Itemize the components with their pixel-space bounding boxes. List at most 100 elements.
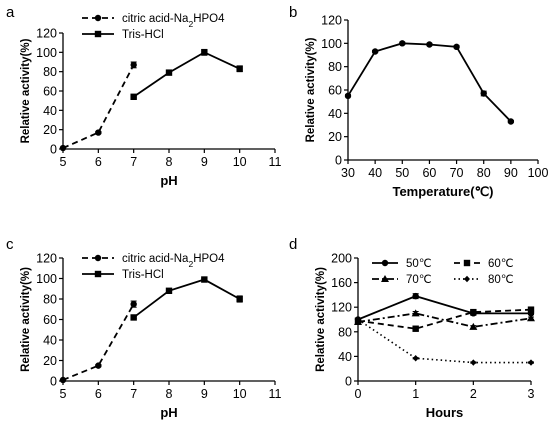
data-point: [453, 43, 460, 51]
x-tick-label: 5: [60, 155, 67, 169]
y-tick-label: 80: [338, 325, 352, 339]
x-tick-label: 40: [368, 166, 382, 180]
x-tick-label: 30: [341, 166, 355, 180]
data-point: [507, 118, 515, 125]
y-tick-label: 100: [321, 37, 342, 51]
data-point: [426, 41, 433, 48]
y-axis-title: Relative activity(%): [315, 267, 327, 372]
series-line-0: [62, 64, 135, 149]
series-line-0: [357, 295, 531, 321]
data-point: [470, 359, 477, 366]
y-tick-label: 120: [36, 27, 57, 41]
y-tick-label: 0: [50, 143, 57, 157]
data-point: [412, 292, 419, 300]
legend-marker: [381, 275, 389, 282]
data-point: [201, 49, 208, 56]
x-tick-label: 3: [528, 387, 535, 401]
data-point: [236, 65, 243, 72]
y-tick-label: 60: [43, 85, 57, 99]
data-point: [59, 144, 67, 152]
x-tick-label: 6: [95, 387, 102, 401]
y-tick-label: 120: [321, 14, 342, 28]
data-point: [59, 376, 67, 384]
data-point: [201, 276, 208, 283]
x-tick-label: 1: [412, 387, 419, 401]
series-line-0: [347, 42, 512, 123]
x-tick-label: 7: [130, 155, 137, 169]
y-tick-label: 0: [50, 375, 57, 389]
y-tick-label: 120: [36, 252, 57, 266]
data-point: [165, 287, 173, 294]
data-point: [130, 61, 137, 69]
y-tick-label: 160: [331, 276, 352, 290]
data-point: [355, 316, 361, 323]
y-tick-label: 0: [335, 154, 342, 168]
x-tick-label: 100: [528, 166, 549, 180]
data-point: [399, 40, 406, 47]
legend-label: citric acid-Na2HPO4: [122, 13, 225, 29]
data-point: [165, 69, 173, 76]
series-line-1: [133, 51, 241, 98]
y-tick-label: 40: [43, 104, 57, 118]
data-point: [528, 359, 534, 366]
x-tick-label: 10: [233, 387, 247, 401]
chart-panel-a: 0 20 40 60 80 100 120 5 6 7 8 9 10 11 pH Relative activ…: [20, 13, 282, 188]
legend-marker: [381, 259, 389, 267]
legend-marker: [94, 254, 102, 262]
legend-marker: [94, 30, 102, 38]
data-point: [480, 90, 487, 97]
x-tick-label: 0: [355, 387, 362, 401]
data-point: [344, 92, 352, 100]
data-point: [95, 129, 102, 136]
y-tick-label: 120: [331, 301, 352, 315]
y-tick-label: 100: [36, 46, 57, 60]
legend-marker: [464, 275, 470, 283]
x-tick-label: 10: [233, 155, 247, 169]
panel-letter-c: c: [6, 236, 14, 253]
data-point: [412, 355, 419, 362]
legend-marker: [94, 14, 102, 22]
x-tick-label: 80: [477, 166, 491, 180]
data-point: [95, 362, 102, 369]
legend-label: 50℃: [406, 258, 432, 270]
x-tick-label: 9: [201, 387, 208, 401]
panel-letter-d: d: [289, 236, 297, 253]
x-tick-label: 11: [269, 155, 282, 169]
data-point: [130, 314, 137, 321]
x-tick-label: 8: [166, 155, 173, 169]
x-axis-title: pH: [160, 173, 177, 188]
x-tick-label: 60: [422, 166, 436, 180]
y-tick-label: 80: [328, 60, 342, 74]
chart-panel-c: 0 20 40 60 80 100 120 5 6 7 8 9 10 11 pH Relative activ…: [20, 252, 282, 421]
series-line-1: [133, 278, 241, 319]
y-tick-label: 200: [331, 252, 352, 266]
data-point: [469, 322, 478, 330]
panel-letter-a: a: [6, 4, 15, 21]
x-tick-label: 90: [504, 166, 518, 180]
legend-label: Tris-HCl: [122, 269, 164, 281]
x-tick-label: 7: [130, 387, 137, 401]
x-tick-label: 6: [95, 155, 102, 169]
x-axis-title: Hours: [426, 405, 464, 420]
y-tick-label: 80: [43, 293, 57, 307]
data-point: [412, 325, 419, 332]
x-tick-label: 9: [201, 155, 208, 169]
y-axis-title: Relative activity(%): [20, 38, 32, 143]
legend-label: 70℃: [406, 274, 432, 286]
y-tick-label: 60: [43, 313, 57, 327]
y-tick-label: 40: [338, 350, 352, 364]
y-tick-label: 60: [328, 84, 342, 98]
data-point: [527, 306, 535, 313]
y-tick-label: 40: [328, 107, 342, 121]
data-point: [470, 308, 477, 316]
chart-panel-d: 0 40 80 120 160 200 0 1 2 3 Hours Relative activity…: [315, 252, 535, 420]
x-tick-label: 11: [269, 387, 282, 401]
x-tick-label: 8: [166, 387, 173, 401]
data-point: [236, 295, 243, 303]
y-tick-label: 40: [43, 334, 57, 348]
series-line-3: [357, 318, 531, 364]
x-tick-label: 2: [470, 387, 477, 401]
x-axis-title: Temperature(℃): [392, 184, 493, 199]
series-line-0: [62, 303, 135, 381]
